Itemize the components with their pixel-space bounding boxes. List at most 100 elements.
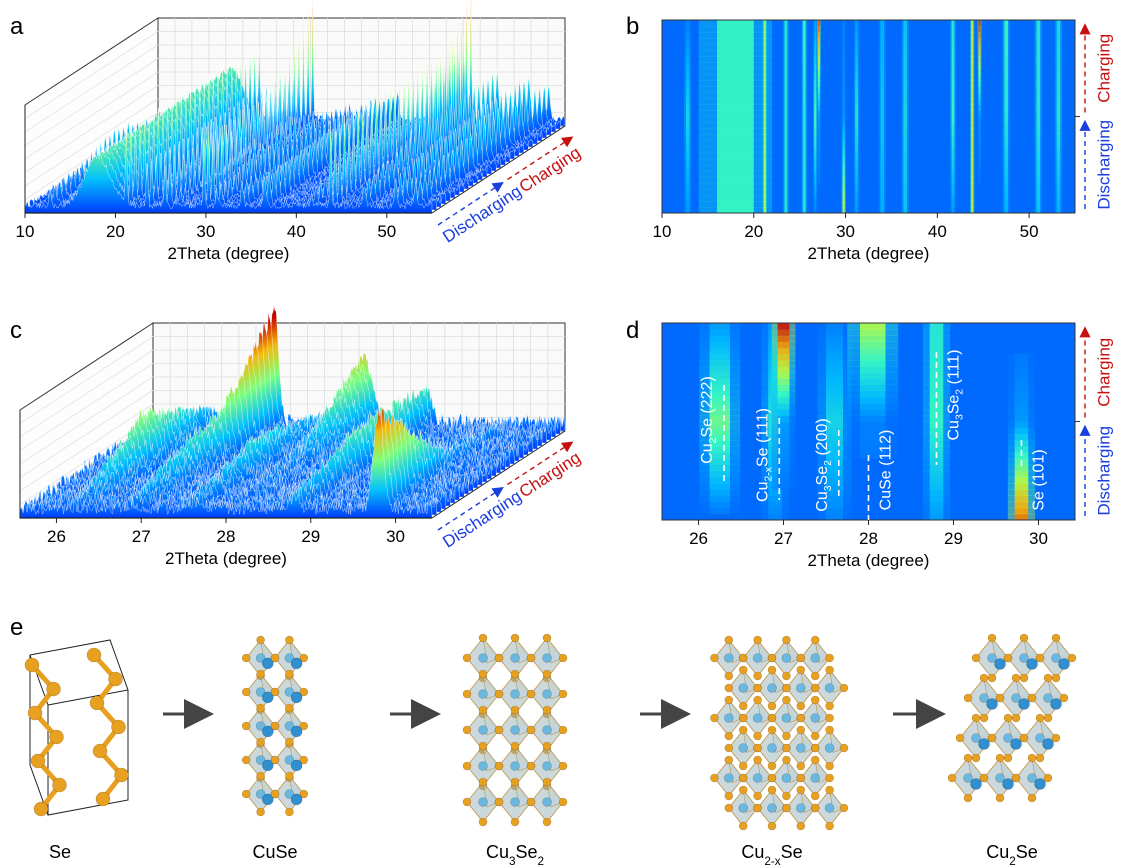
heat-cell [764,50,766,57]
heat-cell [717,135,754,142]
heat-cell [1036,86,1040,93]
atom [53,778,67,792]
heat-cell [1036,62,1040,69]
heat-cell [785,74,788,81]
heat-cell [785,104,788,111]
heat-cell [979,32,981,39]
heat-cell [686,44,690,51]
heat-cell [952,165,955,172]
atom [559,726,567,734]
heat-cell [803,44,806,51]
atom [840,684,848,692]
atom [90,696,104,710]
atom [739,762,747,770]
atom [1043,739,1054,750]
heat-cell [818,135,820,142]
heat-cell [843,117,845,124]
x-axis-label: 2Theta (degree) [165,549,287,568]
atom [964,694,972,702]
heat-cell [818,50,820,57]
heat-cell [855,177,858,184]
heat-cell [843,50,845,57]
heat-cell [803,92,806,99]
atom [797,786,805,794]
heat-cell [952,110,955,117]
atom [796,804,805,813]
atom [768,762,776,770]
heat-cell [1036,129,1040,136]
heat-cell [971,56,973,63]
panel-label: e [10,614,23,641]
heat-cell [686,117,690,124]
heat-cell [880,98,884,105]
heat-cell [971,171,973,178]
atom [782,636,790,644]
heat-cell [952,98,955,105]
heat-cell [814,129,816,136]
heat-cell [979,110,981,117]
heat-cell [979,153,981,160]
heat-cell [1036,74,1040,81]
heat-cell [778,341,790,348]
label-part: Se (101) [1031,449,1048,510]
heat-cell [860,409,885,416]
heat-cell [778,409,790,416]
heat-cell [764,110,766,117]
heat-cell [930,465,944,472]
heat-cell [686,165,690,172]
heat-cell [880,117,884,124]
atom [782,672,790,680]
heat-cell [930,477,944,484]
atom [739,822,747,830]
atom [257,704,265,712]
heat-cell [952,20,955,27]
heat-cell [880,92,884,99]
heat-cell [971,104,973,111]
heat-cell [814,183,816,190]
heat-cell [903,26,907,33]
heat-cell [843,171,845,178]
atom [479,690,488,699]
heat-cell [785,44,788,51]
heat-cell [778,385,790,392]
atom [768,822,776,830]
heat-cell [1004,171,1008,178]
heat-cell [952,104,955,111]
heat-cell [952,38,955,45]
atom [725,684,733,692]
heat-cell [952,117,955,124]
atom [782,714,791,723]
atom [725,744,733,752]
heat-cell [785,171,788,178]
atom [1004,714,1012,722]
atom [768,744,777,753]
heat-cell [764,171,766,178]
atom [739,666,747,674]
heat-cell [778,354,790,361]
atom [511,690,520,699]
atom [463,798,471,806]
label-part: Se [49,842,71,862]
heat-cell [979,92,981,99]
atom [826,666,834,674]
heat-cell [843,44,845,51]
heat-cell [971,68,973,75]
heat-cell [764,117,766,124]
heat-cell [952,32,955,39]
atom [115,768,129,782]
heat-cell [686,147,690,154]
heat-cell [860,354,885,361]
heat-cell [785,183,788,190]
x-tick-label: 40 [287,222,306,241]
heat-cell [686,38,690,45]
heat-cell [903,135,907,142]
heat-cell [880,177,884,184]
heat-cell [814,153,816,160]
heat-cell [930,508,944,515]
heat-cell [814,189,816,196]
heat-cell [717,86,754,93]
heat-cell [1057,56,1061,63]
heat-cell [1015,471,1029,478]
atom [463,762,471,770]
heat-cell [826,378,843,385]
